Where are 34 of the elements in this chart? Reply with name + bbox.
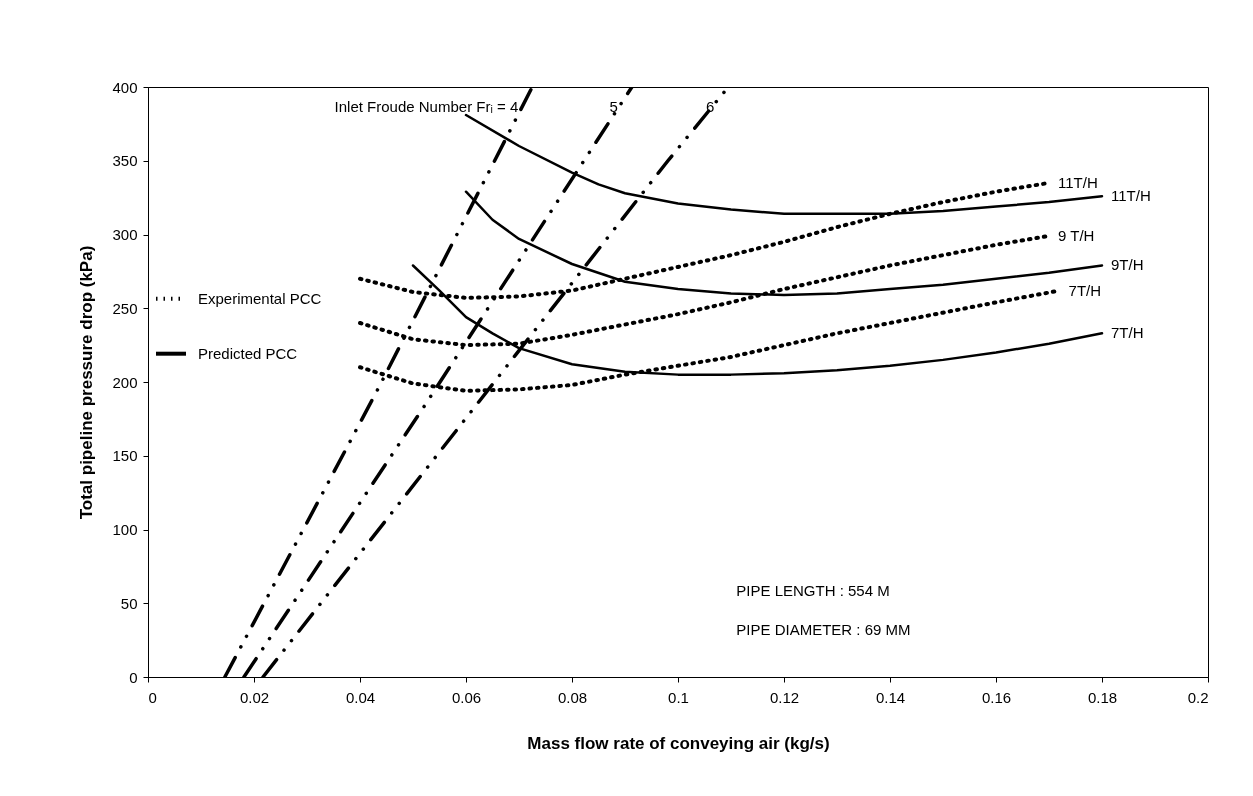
- x-tick-label: 0.08: [557, 688, 588, 706]
- y-tick-label: 100: [112, 521, 138, 538]
- y-tick-label: 250: [112, 299, 138, 317]
- x-tick-label: 0.14: [875, 688, 906, 706]
- y-tick-label: 50: [120, 594, 138, 612]
- annotation: 7T/H: [1068, 281, 1102, 299]
- y-tick-label: 200: [112, 373, 138, 391]
- y-tick-label: 350: [112, 152, 138, 170]
- annotation: 9T/H: [1111, 256, 1144, 274]
- x-tick-label: 0.02: [239, 688, 270, 706]
- annotation: 9 T/H: [1058, 226, 1095, 244]
- x-tick-label: 0.2: [1187, 688, 1209, 706]
- x-axis-title: Mass flow rate of conveying air (kg/s): [527, 733, 830, 753]
- annotation: 7T/H: [1111, 324, 1144, 342]
- x-tick-label: 0.16: [981, 688, 1012, 706]
- legend-label: Experimental PCC: [198, 289, 322, 307]
- x-tick-label: 0.18: [1087, 688, 1118, 706]
- x-tick-label: 0.12: [769, 688, 800, 706]
- y-tick-label: 0: [129, 668, 138, 686]
- x-tick-label: 0.04: [345, 688, 376, 706]
- y-tick-label: 150: [112, 447, 138, 465]
- annotation: Inlet Froude Number Frᵢ = 4: [334, 98, 519, 115]
- legend-label: Predicted PCC: [198, 344, 298, 362]
- annotation: PIPE LENGTH : 554 M: [736, 582, 890, 600]
- y-tick-label: 400: [112, 78, 138, 96]
- x-tick-label: 0.1: [668, 688, 689, 706]
- annotation: PIPE DIAMETER : 69 MM: [736, 621, 911, 639]
- y-tick-label: 300: [112, 226, 138, 243]
- annotation: 11T/H: [1058, 173, 1098, 191]
- annotation: 11T/H: [1111, 187, 1151, 205]
- x-tick-label: 0.06: [451, 688, 482, 706]
- annotation: 5: [609, 98, 618, 115]
- y-axis-title: Total pipeline pressure drop (kPa): [77, 245, 97, 520]
- x-tick-label: 0: [148, 688, 157, 706]
